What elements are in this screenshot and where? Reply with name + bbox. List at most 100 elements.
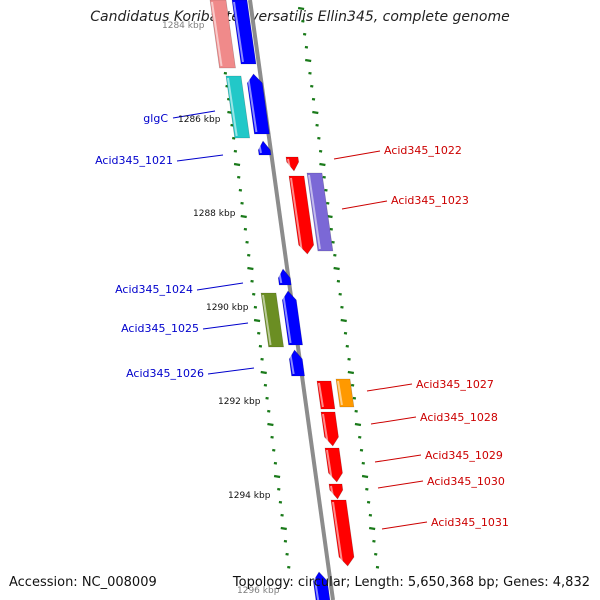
label-leader-lines: [172, 110, 428, 530]
outer-dash: [319, 162, 326, 167]
forward-cds-highlight: [258, 142, 262, 154]
outer-dash: [329, 227, 333, 231]
purple-feature: [306, 172, 334, 252]
inner-dash: [267, 409, 271, 413]
outer-dash: [368, 513, 373, 517]
inner-dash: [258, 344, 263, 348]
feature-track: [209, 0, 355, 600]
feature-labels: 1284 kbp 1286 kbp 1288 kbp 1290 kbp 1292 kbp…: [95, 21, 509, 596]
inner-dash: [252, 292, 256, 296]
outer-dash: [301, 19, 305, 23]
outer-dash: [359, 448, 364, 452]
reverse-cds: [320, 411, 339, 447]
outer-dash: [305, 58, 312, 63]
forward-cds-highlight: [282, 292, 292, 344]
right-leader-line: [341, 200, 388, 210]
forward-cds-highlight: [289, 351, 295, 375]
inner-dash: [280, 526, 287, 531]
forward-cds-highlight: [278, 270, 283, 284]
inner-dash: [267, 422, 274, 427]
inner-dash: [278, 500, 283, 504]
cyan-feature: [225, 75, 251, 139]
forward-cds-highlight: [233, 1, 244, 63]
right-feature-label: Acid345_1023: [391, 194, 469, 207]
reverse-cds-highlight: [290, 177, 303, 253]
right-feature-label: Acid345_1027: [416, 378, 494, 391]
outer-dash: [338, 292, 342, 296]
left-feature-label: Acid345_1026: [126, 367, 204, 380]
inner-dash: [253, 318, 261, 323]
inner-dash: [285, 552, 289, 556]
outer-dash: [361, 474, 369, 479]
kbp-tick-label: 1286 kbp: [178, 115, 221, 125]
reverse-cds: [328, 483, 344, 500]
inner-dash: [233, 149, 238, 153]
inner-dash: [283, 539, 288, 543]
outer-dash: [310, 84, 314, 88]
outer-dash: [308, 71, 312, 75]
outer-dash: [302, 32, 307, 36]
purple-feature-highlight: [308, 174, 321, 250]
kbp-tick-label: 1292 kbp: [218, 397, 261, 407]
outer-dash: [304, 45, 309, 49]
outer-dash: [340, 318, 347, 323]
accession-text: Accession: NC_008009: [9, 575, 157, 590]
left-feature-label: glgC: [143, 112, 168, 125]
right-feature-label: Acid345_1022: [384, 144, 462, 157]
outer-dash: [347, 357, 351, 361]
left-feature-label: Acid345_1025: [121, 322, 199, 335]
left-feature-label: Acid345_1024: [115, 283, 193, 296]
reverse-cds: [324, 447, 343, 483]
kbp-tick-label: 1294 kbp: [228, 491, 271, 501]
left-leader-line: [202, 322, 249, 330]
right-leader-line: [370, 416, 417, 425]
outer-dash: [326, 201, 330, 205]
outer-dash: [322, 175, 326, 179]
inner-dash: [270, 435, 274, 439]
outer-dash: [368, 526, 376, 531]
inner-dash: [257, 331, 261, 335]
right-leader-line: [374, 454, 422, 463]
left-leader-line: [207, 367, 255, 375]
forward-cds: [246, 73, 270, 135]
reverse-cds-highlight: [318, 382, 324, 408]
inner-dash: [273, 461, 278, 465]
reverse-cds-highlight: [326, 449, 333, 481]
outer-dash: [354, 409, 358, 413]
outer-dash: [361, 461, 365, 465]
right-leader-line: [381, 521, 428, 530]
outer-dash: [372, 539, 376, 543]
right-leader-line: [377, 480, 424, 489]
inner-dash: [240, 214, 247, 219]
outer-dash: [374, 552, 378, 556]
outer-dash: [366, 500, 371, 504]
reverse-cds-highlight: [322, 413, 329, 445]
outer-dash: [297, 6, 305, 11]
inner-dash: [280, 513, 284, 517]
inner-dash: [245, 240, 249, 244]
outer-dash: [318, 149, 323, 153]
outer-dash: [375, 565, 380, 569]
inner-dash: [265, 396, 269, 400]
inner-dash: [247, 266, 254, 271]
olive-feature: [260, 292, 284, 348]
kbp-tick-label: 1290 kbp: [206, 303, 249, 313]
forward-cds-highlight: [313, 573, 320, 600]
outer-dash: [347, 370, 355, 375]
inner-dash: [232, 136, 236, 140]
forward-cds-highlight: [247, 75, 258, 133]
inner-dash: [272, 448, 276, 452]
right-feature-label: Acid345_1028: [420, 411, 498, 424]
inner-dash: [250, 279, 254, 283]
map-title: Candidatus Koribacter versatilis Ellin34…: [90, 9, 510, 25]
forward-cds: [281, 290, 303, 346]
outer-dash: [358, 435, 362, 439]
forward-cds: [231, 0, 257, 65]
outer-dash: [324, 188, 328, 192]
inner-dash: [237, 175, 241, 179]
tick-dash-rings: [213, 6, 380, 569]
olive-feature-highlight: [262, 294, 272, 346]
reverse-cds-highlight: [332, 501, 344, 565]
cyan-feature-highlight: [227, 77, 238, 137]
outer-dash: [365, 487, 369, 491]
